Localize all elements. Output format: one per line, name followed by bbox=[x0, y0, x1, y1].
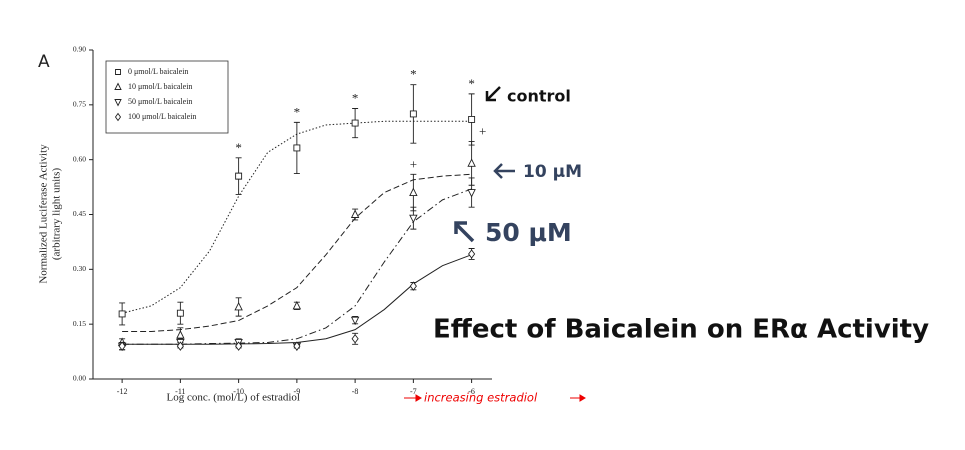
legend-label: 10 μmol/L baicalein bbox=[128, 82, 192, 91]
y-axis-label: Normalized Luciferase Activity bbox=[38, 144, 50, 284]
legend-marker bbox=[114, 99, 122, 107]
data-point bbox=[176, 309, 184, 317]
data-point bbox=[235, 341, 243, 351]
data-point bbox=[118, 341, 126, 351]
significance-mark: * bbox=[235, 140, 242, 155]
x-tick-label: -10 bbox=[233, 387, 244, 396]
data-point bbox=[409, 110, 417, 118]
chart-title: Effect of Baicalein on ERα Activity bbox=[433, 315, 929, 345]
y-tick-label: 0.75 bbox=[73, 100, 86, 109]
legend-marker bbox=[115, 69, 121, 75]
x-axis-note: increasing estradiol bbox=[424, 391, 538, 405]
significance-mark: * bbox=[468, 76, 475, 91]
data-point bbox=[467, 158, 476, 167]
x-tick-label: -7 bbox=[410, 387, 417, 396]
data-point bbox=[234, 301, 243, 311]
data-point bbox=[176, 330, 185, 339]
data-point bbox=[293, 144, 301, 152]
y-tick-label: 0.45 bbox=[73, 209, 86, 218]
callout-arrow-50 bbox=[454, 221, 475, 243]
significance-mark: + bbox=[479, 123, 486, 138]
x-tick-label: -6 bbox=[468, 387, 475, 396]
data-point bbox=[467, 189, 476, 198]
y-tick-label: 0.60 bbox=[73, 154, 86, 163]
x-tick-label: -9 bbox=[294, 387, 301, 396]
significance-mark: * bbox=[294, 104, 301, 119]
data-point bbox=[468, 249, 476, 259]
data-point bbox=[292, 300, 302, 310]
x-note-arrow-right bbox=[570, 394, 586, 402]
data-point bbox=[409, 214, 418, 224]
panel-label: A bbox=[38, 52, 50, 72]
data-point bbox=[351, 119, 359, 127]
fit-curve bbox=[122, 188, 472, 345]
legend-marker bbox=[114, 112, 122, 122]
y-tick-label: 0.00 bbox=[73, 374, 86, 383]
data-point bbox=[176, 341, 184, 351]
data-point bbox=[350, 316, 360, 326]
significance-mark: + bbox=[410, 156, 417, 171]
data-point bbox=[118, 310, 126, 318]
data-point bbox=[468, 116, 476, 123]
significance-mark: * bbox=[410, 67, 417, 82]
data-point bbox=[350, 209, 360, 218]
x-tick-label: -11 bbox=[175, 387, 185, 396]
y-axis-label: (arbitrary light units) bbox=[51, 168, 63, 261]
callout-control: control bbox=[507, 87, 571, 106]
x-tick-label: -12 bbox=[117, 387, 128, 396]
legend-marker bbox=[114, 82, 122, 90]
x-tick-label: -8 bbox=[352, 387, 359, 396]
data-point bbox=[235, 172, 243, 180]
data-point bbox=[409, 187, 418, 197]
callout-10: 10 μM bbox=[523, 162, 582, 182]
callout-50: 50 μM bbox=[485, 218, 572, 247]
significance-mark: * bbox=[352, 90, 359, 105]
y-tick-label: 0.30 bbox=[73, 264, 86, 273]
callout-arrow-control bbox=[485, 86, 501, 102]
legend-box bbox=[105, 60, 229, 134]
y-tick-label: 0.90 bbox=[73, 45, 86, 54]
callout-arrow-10 bbox=[493, 163, 515, 179]
x-note-arrow-left bbox=[404, 394, 422, 402]
x-axis-label: Log conc. (mol/L) of estradiol bbox=[167, 392, 301, 404]
legend-label: 100 μmol/L baicalein bbox=[128, 112, 196, 121]
data-point bbox=[293, 341, 301, 351]
data-point bbox=[409, 281, 417, 291]
y-tick-label: 0.15 bbox=[73, 319, 86, 328]
fit-curve bbox=[122, 254, 472, 345]
data-point bbox=[351, 334, 359, 344]
legend-label: 0 μmol/L baicalein bbox=[128, 67, 188, 76]
legend-label: 50 μmol/L baicalein bbox=[128, 97, 192, 106]
